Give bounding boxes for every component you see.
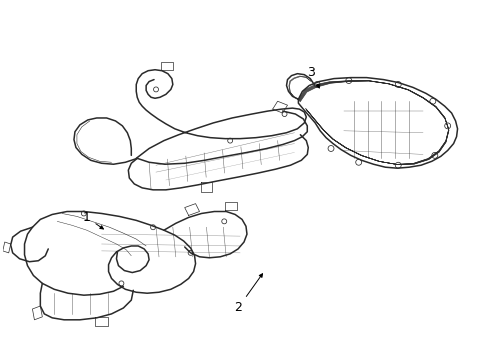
Text: 2: 2 [234,274,263,315]
Text: 3: 3 [307,66,319,88]
Text: 1: 1 [83,211,103,229]
